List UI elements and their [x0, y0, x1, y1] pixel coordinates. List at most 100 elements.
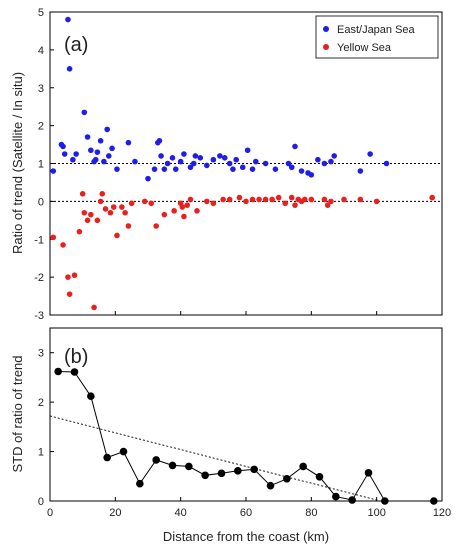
data-point: [97, 198, 104, 205]
std-data-point: [136, 479, 144, 488]
std-data-point: [103, 453, 111, 462]
data-point: [92, 156, 99, 163]
panel-b-trend-line-segment: [49, 415, 377, 501]
panel-b-xtick-label: 60: [240, 507, 252, 519]
data-point: [226, 196, 233, 203]
data-point: [109, 145, 115, 152]
data-point: [236, 194, 243, 201]
panel-b-ytick-label: 0: [38, 496, 44, 508]
data-point: [262, 196, 269, 203]
panel-a-ytick-label: 4: [38, 45, 44, 57]
data-point: [244, 147, 251, 154]
panel-b-xtick-label: 40: [175, 507, 187, 519]
data-point: [148, 200, 155, 207]
std-data-point: [315, 472, 324, 481]
panel-b-ticks: 0 1 2 3 0 20 40 60 80 100 120: [38, 348, 451, 519]
panel-b-ytick-label: 3: [38, 348, 44, 360]
data-point: [76, 228, 83, 235]
data-point: [275, 194, 282, 201]
data-point: [302, 196, 308, 203]
data-point: [50, 168, 57, 174]
data-point: [324, 202, 331, 208]
panel-a: -3 -2 -1 0 1 2 3 4 5 (a) Ratio of trend (Satelli…: [10, 7, 443, 322]
data-point: [262, 160, 269, 167]
panel-a-ytick-label: 3: [38, 83, 44, 95]
data-point: [272, 166, 279, 172]
data-point: [84, 134, 91, 140]
data-point: [256, 196, 262, 203]
data-point: [65, 16, 71, 23]
series-east-japan-sea: [50, 16, 390, 182]
data-point: [181, 213, 187, 220]
data-point: [308, 196, 315, 203]
data-point: [253, 158, 259, 165]
data-point: [164, 160, 171, 167]
std-data-point: [119, 447, 128, 456]
data-point: [204, 162, 210, 169]
panel-b-label: (b): [64, 346, 88, 368]
data-point: [269, 196, 275, 203]
data-point: [308, 172, 315, 178]
data-point: [233, 156, 239, 163]
data-point: [187, 196, 194, 203]
panel-a-ytick-label: -3: [34, 310, 44, 322]
data-point: [321, 160, 328, 167]
data-point: [61, 151, 68, 157]
panel-b-xtick-label: 120: [433, 507, 451, 519]
data-point: [210, 200, 217, 207]
data-point: [197, 155, 204, 161]
data-point: [357, 168, 364, 174]
data-point: [153, 223, 159, 229]
data-point: [169, 155, 176, 161]
data-point: [230, 166, 236, 172]
panel-b-xlabel: Distance from the coast (km): [163, 529, 329, 544]
std-data-point: [364, 469, 373, 477]
data-point: [66, 291, 73, 297]
panel-a-reference-lines: [50, 163, 442, 202]
data-point: [190, 160, 197, 167]
data-point: [73, 151, 79, 157]
data-point: [172, 166, 179, 172]
data-point: [79, 191, 86, 197]
panel-a-ytick-label: 1: [38, 159, 44, 171]
data-point: [145, 175, 151, 182]
panel-a-label: (a): [64, 34, 88, 56]
data-point: [373, 198, 380, 205]
data-point: [194, 208, 200, 214]
std-data-point: [201, 471, 209, 480]
panel-a-ytick-label: 5: [38, 7, 44, 19]
panel-a-ytick-label: -2: [34, 272, 44, 284]
data-point: [151, 166, 158, 172]
data-point: [321, 196, 328, 203]
data-point: [177, 158, 184, 165]
legend-label-east-japan-sea: East/Japan Sea: [337, 24, 416, 36]
data-point: [114, 166, 120, 172]
data-point: [84, 217, 91, 224]
data-point: [125, 139, 132, 146]
std-series-line: [58, 371, 386, 502]
panel-a-points: [50, 16, 436, 311]
data-point: [331, 153, 338, 159]
panel-b-ytick-label: 1: [38, 447, 44, 459]
panel-b-xtick-label: 0: [47, 507, 53, 519]
panel-b-xtick-label: 100: [367, 507, 385, 519]
data-point: [181, 151, 187, 157]
legend: East/Japan Sea Yellow Sea: [315, 15, 439, 59]
data-point: [285, 160, 292, 167]
panel-b: 0 1 2 3 0 20 40 60 80 100 120 (b) STD of ratio of …: [10, 327, 451, 544]
panel-b-trend-line: [49, 415, 377, 501]
panel-a-ticks: -3 -2 -1 0 1 2 3 4 5: [34, 7, 443, 322]
data-point: [60, 143, 66, 150]
data-point: [243, 198, 249, 205]
data-point: [122, 209, 128, 216]
panel-b-xtick-label: 80: [305, 507, 317, 519]
data-point: [81, 209, 88, 216]
legend-marker-yellow-sea: [323, 44, 329, 50]
data-point: [50, 234, 57, 241]
data-point: [171, 208, 177, 214]
data-point: [99, 191, 106, 197]
data-point: [91, 304, 97, 311]
data-point: [70, 156, 76, 163]
data-point: [161, 166, 168, 172]
data-point: [60, 242, 66, 248]
